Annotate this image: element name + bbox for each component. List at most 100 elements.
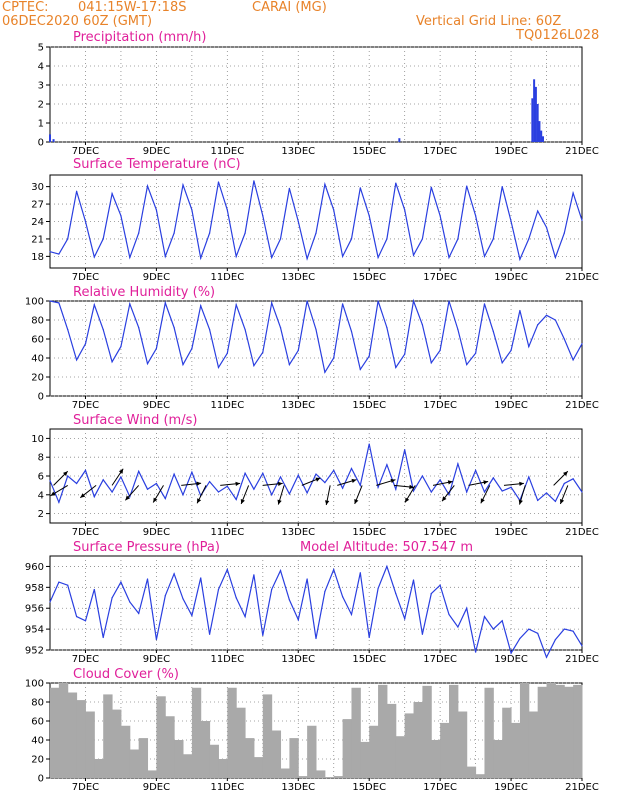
pres-point	[315, 637, 317, 640]
wind-point	[155, 482, 157, 485]
wind-line	[49, 443, 583, 505]
cloud-bar	[395, 736, 406, 778]
wind-point	[537, 499, 539, 502]
temp-point	[386, 238, 388, 240]
wind-arrow-head	[405, 497, 410, 503]
rh-point	[244, 328, 246, 331]
wind-point	[333, 469, 335, 471]
rh-point	[563, 338, 565, 340]
rh-panel: 0 20 40 60 80 100 7DEC 9DEC 11DEC 13DEC 15DEC 17DEC…	[25, 285, 599, 411]
precip-frame	[49, 46, 583, 143]
pres-point	[93, 588, 95, 591]
precip-bar	[398, 138, 401, 142]
pres-point	[404, 618, 406, 620]
rh-point	[404, 353, 406, 355]
pres-point	[448, 613, 450, 616]
wind-point	[209, 481, 211, 483]
rh-point	[217, 366, 220, 369]
wind-point	[315, 473, 317, 475]
wind-point	[581, 491, 583, 493]
cloud-bar	[511, 722, 521, 778]
rh-ytick-label: 0	[38, 392, 44, 403]
wind-arrow-head	[519, 481, 524, 486]
pres-point	[102, 636, 104, 639]
wind-point	[76, 482, 78, 485]
temp-point	[359, 187, 361, 189]
temp-xtick-label: 9DEC	[143, 272, 170, 283]
wind-point	[58, 501, 60, 503]
cloud-bar	[129, 749, 140, 778]
pres-point	[457, 626, 459, 628]
wind-point	[368, 443, 370, 445]
pres-title: Surface Pressure (hPa)	[73, 540, 220, 555]
rh-point	[235, 304, 237, 306]
rh-point	[120, 346, 122, 348]
wind-arrow-head	[518, 499, 523, 505]
temp-point	[324, 183, 326, 185]
pres-point	[209, 633, 211, 635]
cloud-bar	[307, 725, 317, 778]
temp-point	[279, 238, 282, 240]
precip-bar	[538, 121, 541, 142]
wind-point	[492, 477, 494, 479]
wind-point	[138, 470, 140, 472]
temp-point	[297, 220, 299, 223]
rh-point	[93, 304, 95, 306]
wind-point	[483, 491, 486, 493]
wind-point	[359, 484, 361, 486]
temp-point	[563, 232, 565, 234]
rh-point	[572, 359, 574, 361]
temp-point	[120, 215, 122, 217]
cloud-xtick-label: 19DEC	[494, 782, 528, 793]
rh-xtick-label: 9DEC	[143, 400, 170, 411]
wind-point	[377, 486, 379, 488]
pres-point	[182, 598, 184, 600]
temp-point	[217, 181, 220, 183]
wind-arrow-head	[442, 496, 447, 502]
rh-point	[545, 314, 548, 316]
wind-arrow-head	[560, 499, 565, 504]
temp-point	[421, 238, 423, 240]
temp-point	[377, 256, 379, 259]
temp-point	[84, 220, 87, 223]
pres-point	[58, 581, 60, 583]
wind-point	[306, 492, 308, 494]
pres-xtick-label: 15DEC	[352, 654, 386, 665]
temp-point	[501, 186, 503, 188]
wind-title: Surface Wind (m/s)	[73, 413, 197, 428]
rh-point	[519, 309, 521, 312]
cloud-bar	[475, 774, 485, 778]
wind-point	[271, 494, 273, 496]
wind-arrow-head	[63, 471, 68, 476]
cloud-bar	[378, 684, 388, 778]
cloud-ytick-label: 40	[31, 736, 44, 747]
rh-point	[182, 364, 184, 366]
cloud-bar	[449, 684, 459, 778]
wind-ytick-label: 4	[38, 490, 44, 501]
cloud-panel: 0 20 40 60 80 100 7DEC 9DEC 11DEC 13DEC 15DEC 17DEC…	[25, 667, 599, 793]
pres-point	[49, 601, 51, 603]
temp-point	[545, 226, 548, 228]
wind-point	[67, 475, 69, 477]
cloud-bar	[466, 766, 477, 778]
wind-arrow-head	[50, 491, 56, 496]
precip-bar	[541, 136, 544, 142]
temp-point	[173, 232, 175, 234]
cloud-bar	[528, 711, 539, 778]
wind-point	[164, 497, 166, 500]
cloud-bar	[369, 725, 379, 778]
cloud-bar	[262, 694, 273, 778]
rh-point	[173, 327, 175, 329]
rh-point	[76, 359, 78, 361]
rh-ytick-label: 60	[31, 335, 44, 346]
rh-point	[412, 300, 415, 302]
pres-point	[129, 601, 131, 603]
wind-arrow-head	[277, 499, 282, 505]
temp-title: Surface Temperature (nC)	[73, 157, 241, 172]
wind-arrow-head	[325, 500, 330, 505]
wind-arrow-head	[197, 498, 202, 504]
pres-point	[288, 599, 290, 601]
pres-point	[226, 568, 228, 571]
cloud-xtick-label: 11DEC	[210, 782, 244, 793]
